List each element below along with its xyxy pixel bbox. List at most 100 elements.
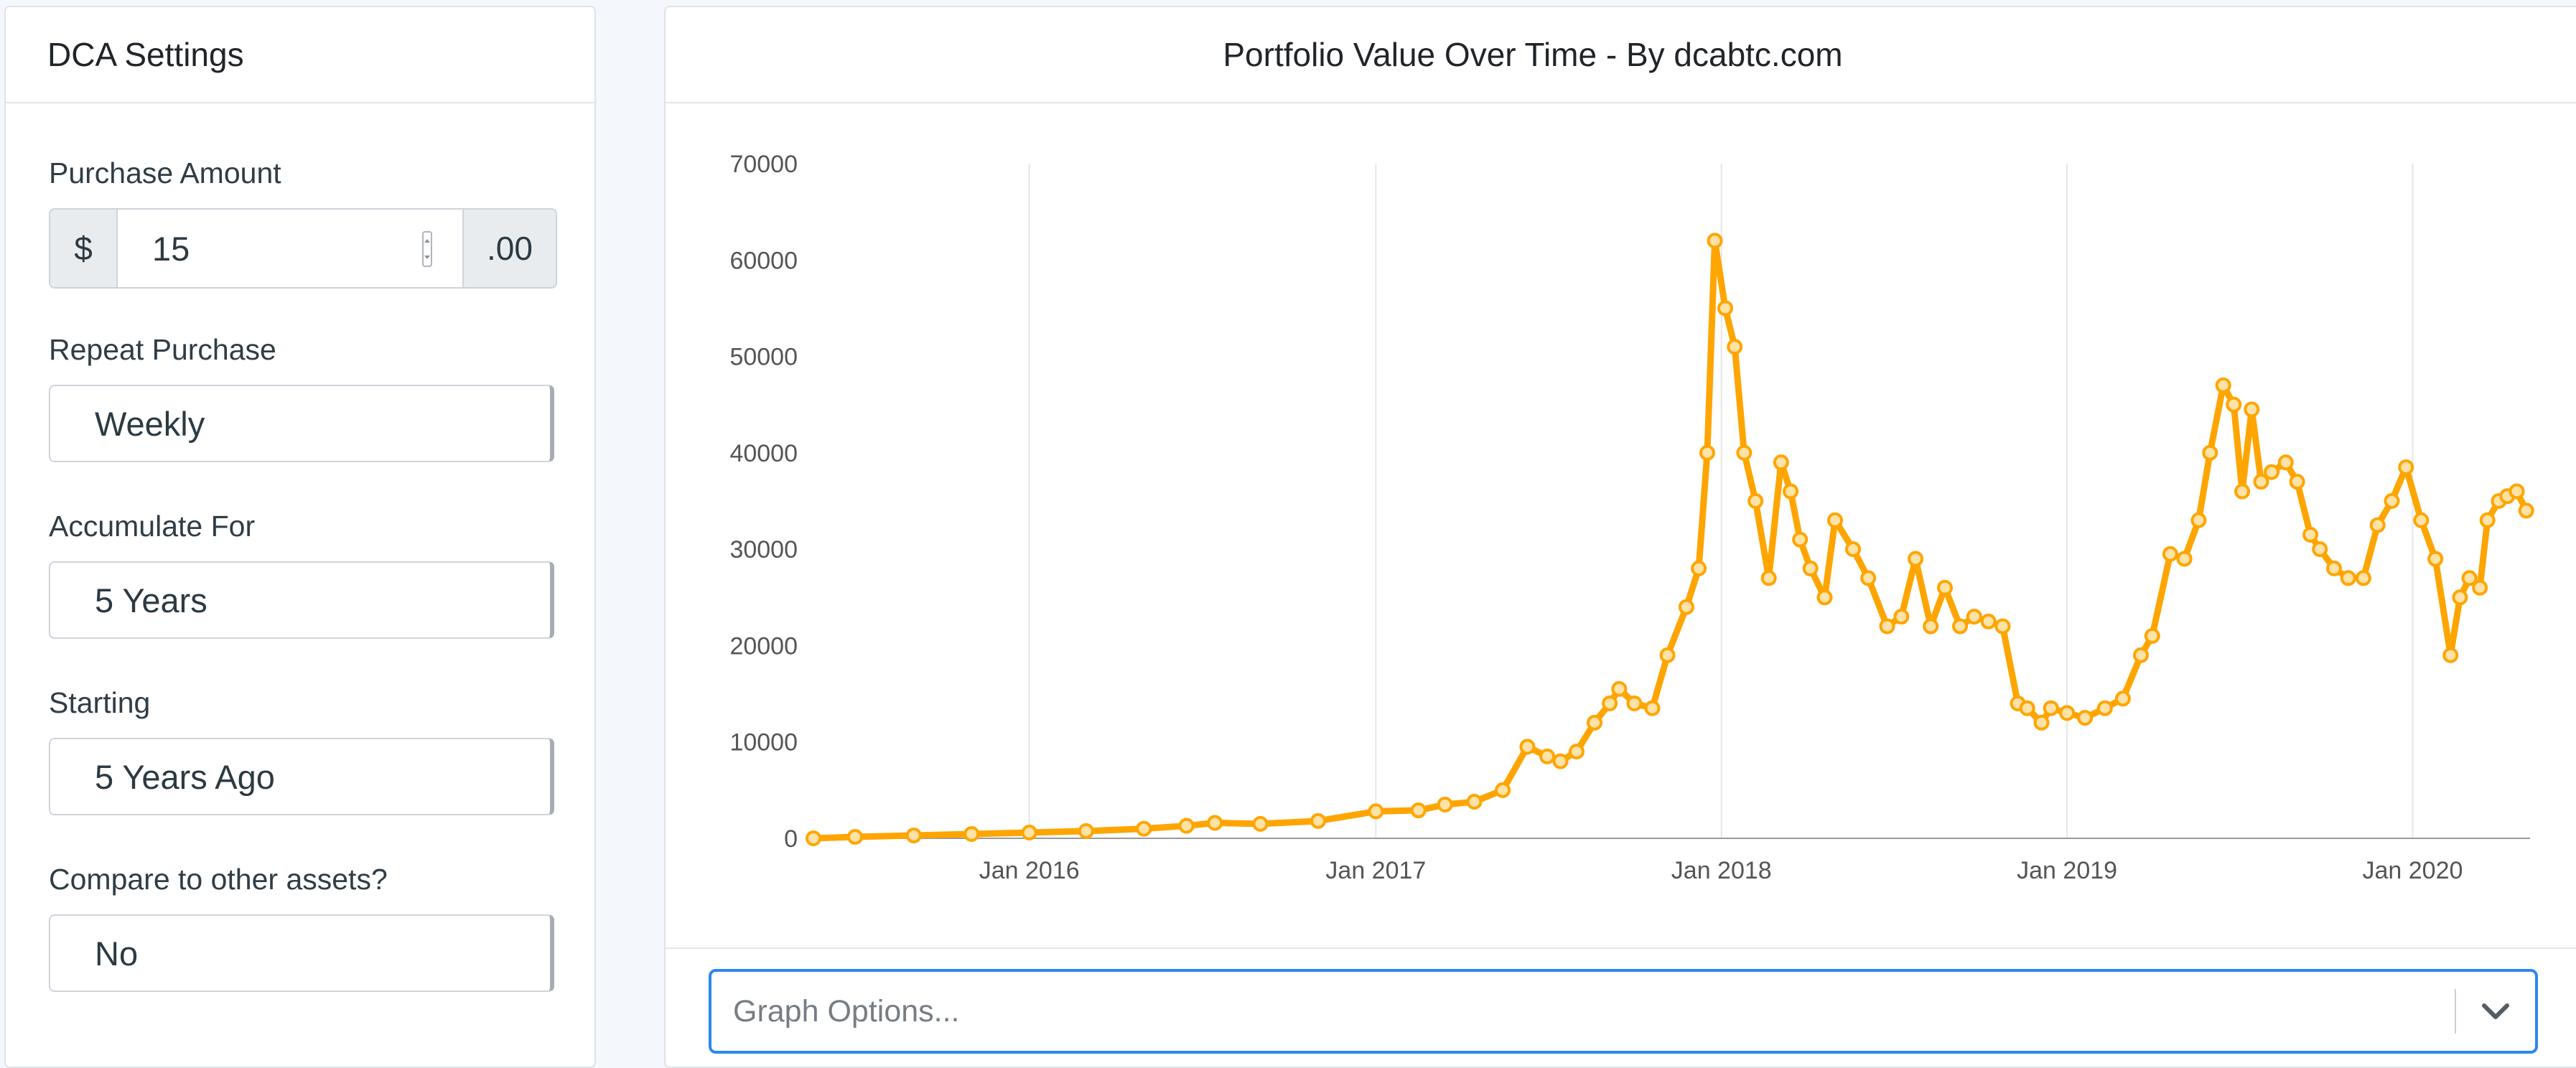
y-tick-label: 20000 xyxy=(729,632,798,660)
data-point xyxy=(1252,815,1269,832)
data-point xyxy=(1021,824,1037,840)
data-point xyxy=(1792,531,1809,548)
data-point xyxy=(1626,695,1643,711)
data-point xyxy=(2162,545,2178,562)
chart-footer-divider xyxy=(666,947,2576,949)
series-line xyxy=(810,237,2530,842)
y-tick-label: 30000 xyxy=(729,536,798,563)
repeat-purchase-select[interactable]: Weekly xyxy=(49,385,554,462)
data-point xyxy=(1699,444,1715,461)
data-point xyxy=(1207,815,1223,831)
data-point xyxy=(2059,705,2076,721)
purchase-amount-input[interactable]: 15 xyxy=(118,208,462,289)
starting-value: 5 Years Ago xyxy=(95,757,275,796)
data-point xyxy=(1783,483,1799,500)
y-tick-label: 60000 xyxy=(729,247,798,274)
data-point xyxy=(2215,377,2231,393)
data-point xyxy=(847,828,864,845)
compare-value: No xyxy=(95,934,139,973)
data-point xyxy=(1644,700,1661,716)
data-point xyxy=(1437,797,1453,812)
x-tick-label: Jan 2020 xyxy=(2363,857,2463,884)
data-point xyxy=(2427,551,2444,567)
data-point xyxy=(1659,647,1676,663)
data-point xyxy=(1568,744,1585,760)
data-point xyxy=(2226,396,2242,413)
data-point xyxy=(1747,493,1764,509)
data-point xyxy=(1936,579,1953,596)
data-point xyxy=(2244,401,2260,418)
number-spinner-icon[interactable] xyxy=(422,231,432,267)
data-point xyxy=(1310,812,1326,829)
data-point xyxy=(1845,541,1862,558)
data-point xyxy=(2132,647,2149,663)
data-point xyxy=(1923,618,1939,634)
data-point xyxy=(1879,618,1895,634)
portfolio-chart-panel: Portfolio Value Over Time - By dcabtc.co… xyxy=(664,6,2576,1068)
data-point xyxy=(1136,820,1152,837)
x-tick-label: Jan 2017 xyxy=(1325,857,1426,884)
data-point xyxy=(1908,551,1924,567)
data-point xyxy=(963,825,980,842)
data-point xyxy=(2190,512,2207,528)
chart-title: Portfolio Value Over Time - By dcabtc.co… xyxy=(666,7,2576,103)
currency-prefix: $ xyxy=(49,208,118,289)
data-point xyxy=(1691,561,1707,576)
compare-label: Compare to other assets? xyxy=(49,863,388,896)
y-tick-label: 50000 xyxy=(729,344,798,371)
accumulate-for-select[interactable]: 5 Years xyxy=(49,561,554,639)
graph-options-placeholder: Graph Options... xyxy=(733,993,960,1029)
data-point xyxy=(905,827,922,843)
settings-title: DCA Settings xyxy=(6,7,594,103)
data-point xyxy=(1678,599,1694,615)
accumulate-for-value: 5 Years xyxy=(95,581,207,619)
data-point xyxy=(2277,454,2294,471)
data-point xyxy=(2452,589,2468,606)
data-point xyxy=(1539,748,1556,764)
data-point xyxy=(2144,628,2160,644)
repeat-purchase-label: Repeat Purchase xyxy=(49,333,276,366)
data-point xyxy=(2263,464,2279,480)
data-point xyxy=(2340,570,2356,586)
data-point xyxy=(2398,459,2414,475)
accumulate-for-label: Accumulate For xyxy=(49,510,256,543)
data-point xyxy=(2384,493,2400,509)
data-point xyxy=(2509,483,2525,500)
graph-options-select[interactable]: Graph Options... xyxy=(709,969,2538,1054)
y-tick-label: 0 xyxy=(784,825,798,853)
data-point xyxy=(1178,818,1195,834)
data-point xyxy=(2043,700,2059,716)
data-point xyxy=(2326,561,2343,576)
data-point xyxy=(1826,512,1843,528)
data-point xyxy=(1602,695,1618,711)
data-point xyxy=(2302,527,2319,543)
data-point xyxy=(2096,700,2113,716)
data-point xyxy=(1410,802,1427,819)
compare-select[interactable]: No xyxy=(49,914,554,992)
data-point xyxy=(1994,618,2011,634)
data-point xyxy=(1611,680,1628,697)
data-point xyxy=(1816,589,1833,606)
data-point xyxy=(1519,739,1536,755)
data-point xyxy=(2312,541,2328,558)
data-point xyxy=(1727,339,1743,355)
data-point xyxy=(1952,618,1969,634)
data-point xyxy=(2289,474,2305,490)
data-point xyxy=(1466,793,1483,810)
data-point xyxy=(2355,570,2371,586)
y-tick-label: 70000 xyxy=(729,151,798,178)
data-point xyxy=(2176,551,2193,567)
cents-suffix: .00 xyxy=(462,208,557,289)
repeat-purchase-value: Weekly xyxy=(95,404,205,443)
data-point xyxy=(2234,483,2251,500)
data-point xyxy=(2518,502,2534,519)
data-point xyxy=(2461,570,2478,586)
starting-select[interactable]: 5 Years Ago xyxy=(49,738,554,815)
data-point xyxy=(1760,570,1777,586)
chevron-down-icon[interactable] xyxy=(2456,1002,2535,1021)
data-point xyxy=(2033,714,2050,731)
y-tick-label: 10000 xyxy=(729,729,798,756)
data-point xyxy=(1717,300,1734,317)
data-point xyxy=(1860,570,1877,586)
purchase-amount-label: Purchase Amount xyxy=(49,156,281,189)
